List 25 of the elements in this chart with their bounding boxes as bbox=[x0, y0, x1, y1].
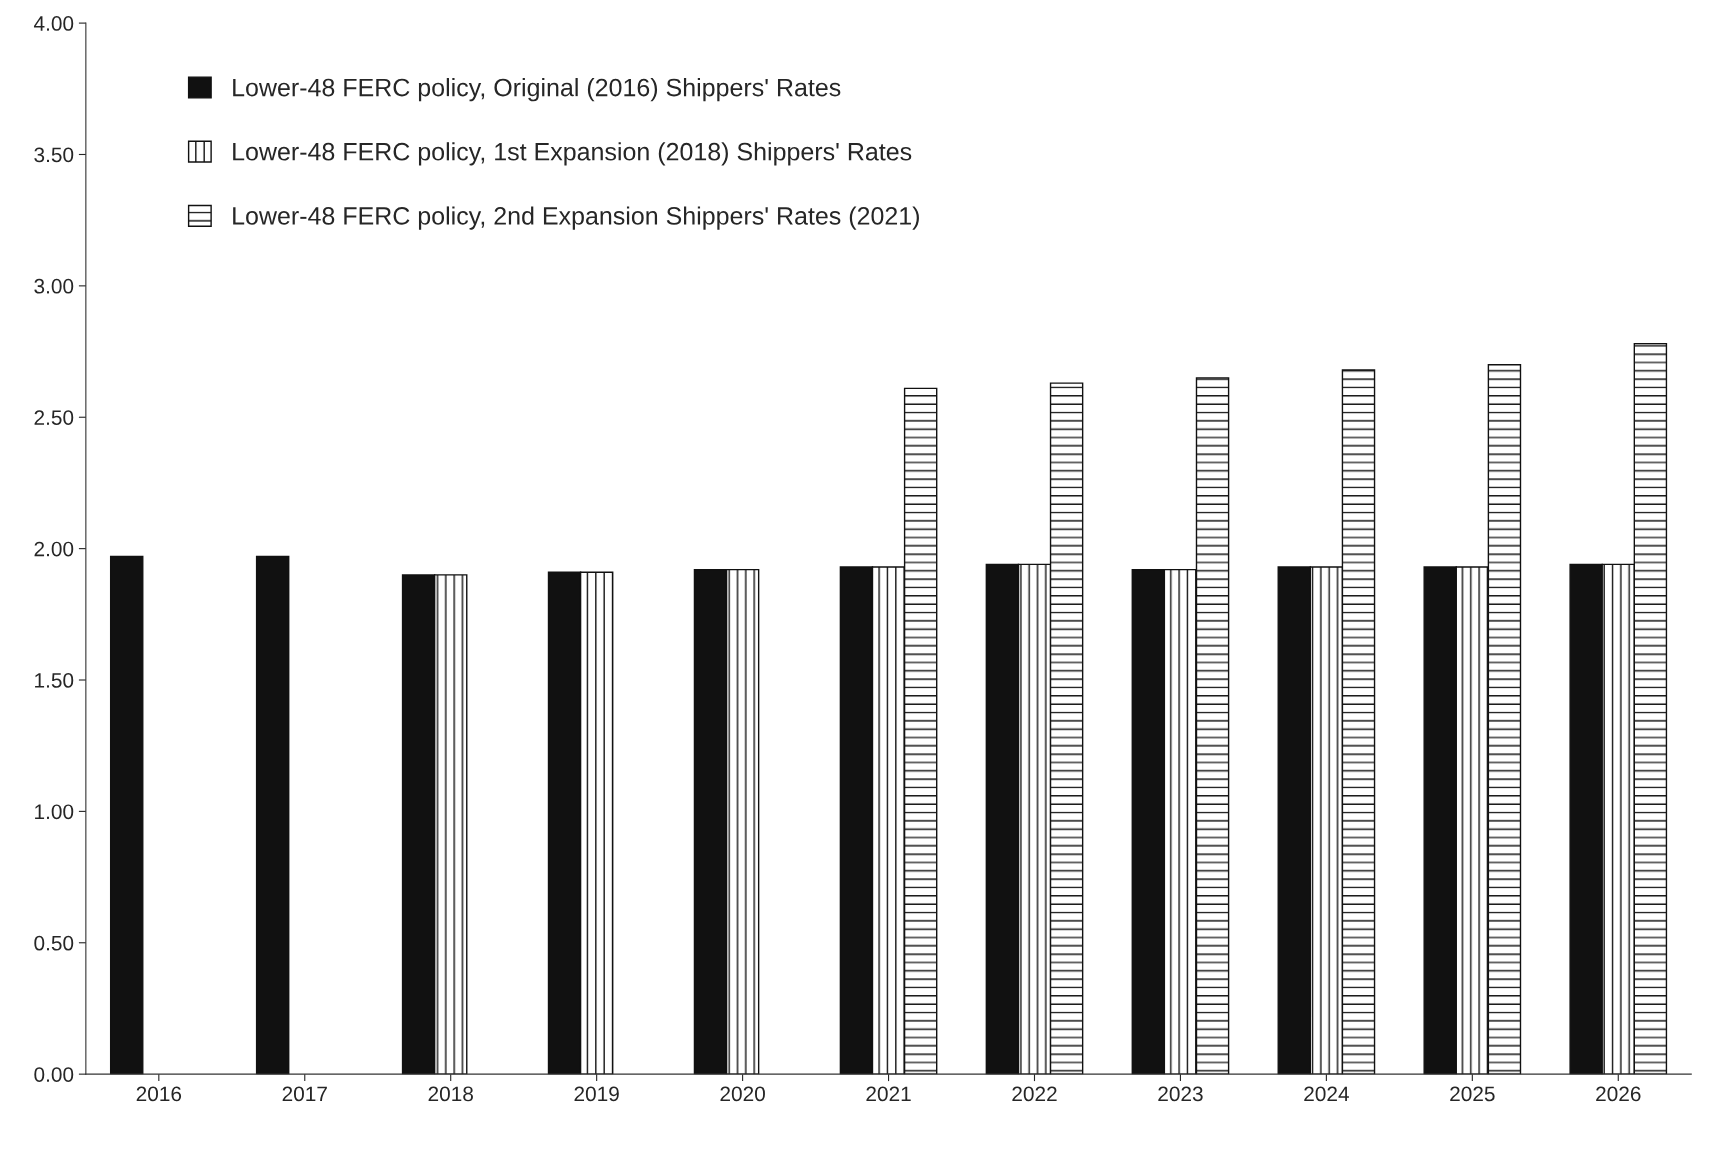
y-tick-label: 2.00 bbox=[34, 541, 74, 557]
x-tick-label: 2017 bbox=[282, 1086, 327, 1102]
x-tick-label: 2016 bbox=[136, 1086, 182, 1102]
x-tick-label: 2025 bbox=[1450, 1086, 1495, 1102]
x-tick-label: 2026 bbox=[1596, 1086, 1641, 1102]
y-tick-label: 0.50 bbox=[34, 935, 74, 951]
y-tick-label: 1.50 bbox=[35, 673, 74, 688]
y-tick-label: 1.00 bbox=[35, 804, 74, 820]
y-tick-label: 3.50 bbox=[34, 147, 74, 163]
legend-label: Lower-48 FERC policy, 1st Expansion (2018) Shippers' Rates bbox=[233, 142, 912, 166]
x-tick-label: 2018 bbox=[428, 1086, 473, 1102]
y-tick-label: 3.00 bbox=[34, 278, 74, 294]
bar bbox=[109, 555, 144, 1075]
x-tick-label: 2020 bbox=[720, 1086, 765, 1102]
x-tick-label: 2022 bbox=[1012, 1086, 1057, 1102]
legend-label: Lower-48 FERC policy, Original (2016) Shippers' Rates bbox=[233, 78, 841, 102]
x-tick-label: 2024 bbox=[1304, 1086, 1349, 1102]
y-tick-label: 2.50 bbox=[34, 410, 74, 425]
legend-label: Lower-48 FERC policy, 2nd Expansion Shippers' Rates (2021) bbox=[233, 206, 919, 230]
x-tick-label: 2019 bbox=[574, 1086, 619, 1102]
y-tick-label: 4.00 bbox=[33, 16, 74, 31]
y-tick-label: 0.00 bbox=[34, 1067, 74, 1082]
x-tick-label: 2023 bbox=[1158, 1086, 1203, 1102]
bar bbox=[255, 555, 290, 1075]
x-tick-label: 2021 bbox=[866, 1086, 911, 1102]
